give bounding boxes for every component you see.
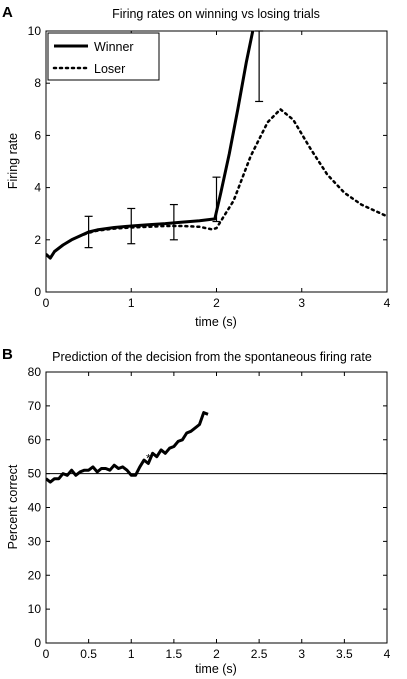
panel-b-plot-frame (45, 371, 388, 644)
panel-b-x-tick-label: 3.5 (336, 647, 353, 661)
panel-a-x-tick-label: 4 (384, 296, 391, 310)
panel-a-title: Firing rates on winning vs losing trials (112, 7, 320, 21)
panel-a-x-tick-label: 2 (213, 296, 220, 310)
panel-b-x-ticks: 0 0.5 1 1.5 2 2.5 3 3.5 4 (43, 372, 391, 661)
legend-winner-label: Winner (94, 40, 134, 54)
panel-a: A Firing rates on winning vs losing tria… (2, 4, 391, 329)
panel-a-winner-line (46, 31, 255, 260)
panel-a-x-label: time (s) (195, 315, 237, 329)
panel-a-x-tick-label: 3 (298, 296, 305, 310)
panel-a-letter: A (2, 4, 13, 21)
panel-a-y-tick-label: 0 (34, 285, 41, 299)
panel-b-x-tick-label: 0 (43, 647, 50, 661)
panel-a-y-tick-label: 10 (28, 24, 42, 38)
panel-b-x-tick-label: 1.5 (166, 647, 183, 661)
panel-b-y-ticks: 0 10 20 30 40 50 60 70 80 (28, 365, 387, 650)
panel-b: B Prediction of the decision from the sp… (2, 346, 391, 676)
panel-b-x-tick-label: 2.5 (251, 647, 268, 661)
panel-a-legend: Winner Loser (47, 32, 160, 81)
panel-a-y-tick-label: 6 (34, 128, 41, 142)
panel-b-x-tick-label: 2 (213, 647, 220, 661)
panel-a-x-tick-label: 0 (43, 296, 50, 310)
panel-b-series (46, 411, 209, 484)
panel-b-x-label: time (s) (195, 662, 237, 676)
panel-b-y-tick-label: 80 (28, 365, 42, 379)
panel-b-y-tick-label: 20 (28, 568, 42, 582)
panel-a-x-tick-label: 1 (128, 296, 135, 310)
panel-b-y-tick-label: 40 (28, 501, 42, 515)
panel-a-y-tick-label: 8 (34, 76, 41, 90)
panel-b-y-tick-label: 10 (28, 602, 42, 616)
panel-b-letter: B (2, 346, 13, 363)
panel-b-x-tick-label: 4 (384, 647, 391, 661)
panel-b-y-tick-label: 70 (28, 399, 42, 413)
panel-a-y-tick-label: 4 (34, 181, 41, 195)
panel-b-significance-star: * (146, 452, 151, 466)
panel-b-x-tick-label: 1 (128, 647, 135, 661)
panel-b-x-tick-label: 0.5 (80, 647, 97, 661)
panel-a-y-ticks: 0 2 4 6 8 10 (28, 24, 387, 299)
panel-a-y-label: Firing rate (6, 133, 20, 189)
panel-a-series (46, 31, 387, 260)
panel-b-y-tick-label: 50 (28, 467, 42, 481)
panel-b-y-tick-label: 60 (28, 433, 42, 447)
panel-b-annotation: * (146, 452, 151, 466)
panel-b-title: Prediction of the decision from the spon… (52, 350, 372, 364)
panel-a-y-tick-label: 2 (34, 233, 41, 247)
panel-a-loser-line (46, 108, 387, 260)
legend-loser-label: Loser (94, 62, 125, 76)
panel-b-x-tick-label: 3 (298, 647, 305, 661)
panel-b-percent-correct-line (46, 411, 209, 484)
panel-b-y-tick-label: 30 (28, 534, 42, 548)
panel-b-y-label: Percent correct (6, 464, 20, 549)
panel-a-error-bars (84, 30, 264, 249)
legend-box (47, 32, 160, 81)
panel-b-y-tick-label: 0 (34, 636, 41, 650)
